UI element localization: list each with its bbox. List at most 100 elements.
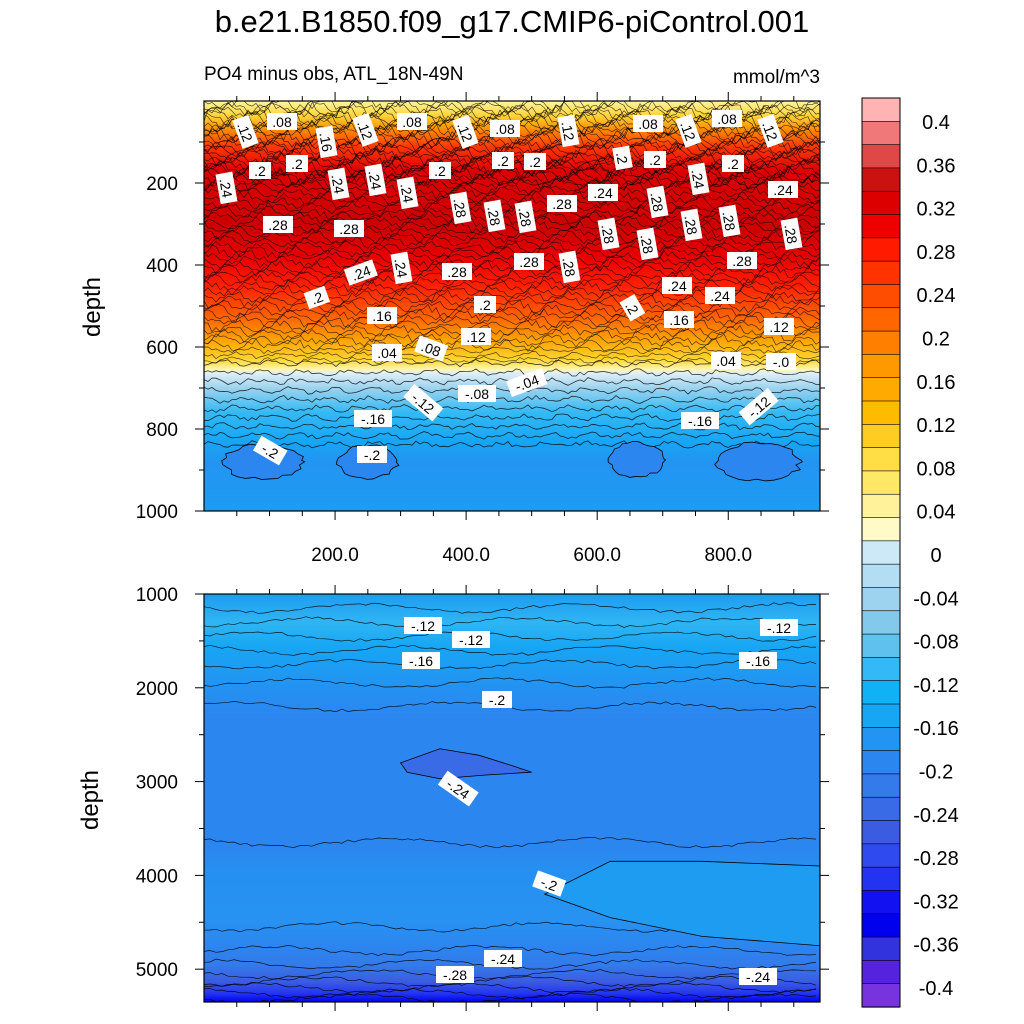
colorbar-swatch: [861, 377, 901, 402]
colorbar-swatch: [861, 214, 901, 239]
contour-label: -.16: [681, 412, 719, 429]
colorbar-swatch: [861, 354, 901, 379]
contour-line: [203, 215, 821, 230]
contour-label: .12: [557, 114, 580, 148]
svg-text:.24: .24: [593, 185, 613, 201]
colorbar-swatch: [861, 540, 901, 565]
contour-label: .12: [352, 112, 379, 147]
svg-text:-.12: -.12: [459, 632, 483, 648]
contour-line: [203, 279, 821, 294]
svg-text:-.28: -.28: [443, 967, 467, 983]
contour-line: [203, 982, 817, 993]
contour-label: .16: [664, 311, 694, 328]
colorbar-label: -0.2: [919, 762, 953, 784]
contour-label: .28: [558, 250, 581, 284]
contour-label: .04: [711, 352, 741, 369]
colorbar-swatch: [861, 936, 901, 961]
contour-line: [203, 204, 821, 220]
upper-axis-ticks: 200 400 600 800 1000 200.0 400.0 600.0 800.0: [136, 92, 829, 566]
contour-label: .28: [680, 208, 703, 242]
lower-contour-lines: [203, 602, 817, 1003]
contour-line: [203, 181, 821, 195]
panel-subtitle: PO4 minus obs, ATL_18N-49N: [204, 64, 464, 85]
svg-text:.08: .08: [638, 116, 658, 132]
contour-line: [203, 992, 817, 1003]
svg-text:-.2: -.2: [539, 874, 560, 895]
contour-line: [203, 319, 821, 333]
y-tick-label: 2000: [136, 679, 178, 700]
contour-label: .28: [334, 220, 364, 237]
contour-label: .12: [232, 114, 259, 149]
svg-text:.28: .28: [647, 191, 666, 213]
contour-label: .12: [757, 113, 784, 148]
svg-text:.04: .04: [716, 353, 736, 369]
svg-text:.2: .2: [497, 153, 509, 169]
colorbar-swatch: [861, 750, 901, 775]
contour-label: -.24: [739, 968, 777, 985]
colorbar-swatch: [861, 517, 901, 542]
colorbar-label: -0.04: [913, 588, 959, 610]
colorbar-swatch: [861, 424, 901, 449]
svg-text:.12: .12: [677, 119, 699, 143]
svg-text:-.12: -.12: [411, 618, 435, 634]
lower-y-axis-label: depth: [77, 769, 104, 831]
svg-text:-.2: -.2: [489, 692, 506, 708]
svg-text:.28: .28: [268, 217, 288, 233]
x-tick-label: 600.0: [573, 545, 621, 566]
y-tick-label: 1000: [136, 585, 178, 606]
contour-label: .2: [492, 152, 514, 169]
contour-line: [203, 328, 821, 343]
contour-line: [203, 440, 821, 449]
svg-text:.28: .28: [637, 233, 656, 255]
svg-text:-.16: -.16: [361, 411, 385, 427]
svg-text:.24: .24: [365, 169, 384, 191]
contour-line: [203, 630, 817, 642]
contour-label: .2: [286, 155, 308, 172]
svg-text:.16: .16: [669, 312, 689, 328]
contour-label: .28: [636, 227, 659, 261]
x-tick-label: 800.0: [704, 545, 752, 566]
contour-line: [203, 431, 821, 440]
upper-y-axis-label: depth: [79, 276, 106, 338]
contour-label: .24: [662, 277, 692, 294]
colorbar-swatch: [861, 167, 901, 192]
upper-deep-minimum-regions: [221, 440, 803, 482]
svg-text:.24: .24: [391, 257, 410, 279]
contour-line: [203, 975, 817, 987]
contour-label: .12: [764, 318, 794, 335]
svg-text:.24: .24: [328, 173, 347, 195]
colorbar-swatch: [861, 820, 901, 845]
colorbar-swatch: [861, 727, 901, 752]
colorbar-swatch: [861, 773, 901, 798]
contour-line: [203, 274, 821, 289]
contour-line: [203, 169, 821, 188]
contour-label: .24: [588, 184, 618, 201]
colorbar-label: -0.16: [913, 718, 959, 740]
colorbar-swatch: [861, 144, 901, 169]
contour-line: [203, 244, 821, 259]
y-tick-label: 600: [146, 338, 178, 359]
contour-label: -.04: [506, 368, 548, 398]
contour-line: [203, 173, 821, 191]
y-tick-label: 400: [146, 256, 178, 277]
minimum-region: [399, 748, 532, 780]
contour-label: .24: [364, 163, 387, 197]
colorbar-label: 0.08: [917, 458, 956, 480]
contour-line: [203, 602, 817, 614]
svg-text:-.08: -.08: [465, 386, 489, 402]
lower-axis-ticks: 1000 2000 3000 4000 5000: [136, 585, 829, 1011]
colorbar-swatch: [861, 447, 901, 472]
contour-label: .24: [390, 251, 413, 285]
contour-label: .28: [547, 195, 577, 212]
colorbar-swatch: [861, 284, 901, 309]
svg-text:.16: .16: [372, 308, 392, 324]
svg-text:.28: .28: [559, 256, 578, 278]
contour-label: .16: [367, 307, 397, 324]
contour-label: .24: [768, 181, 798, 198]
svg-text:.12: .12: [234, 120, 256, 144]
contour-line: [203, 176, 821, 191]
contour-label: .04: [372, 344, 402, 361]
contour-line: [203, 323, 821, 338]
svg-text:-.24: -.24: [491, 951, 515, 967]
